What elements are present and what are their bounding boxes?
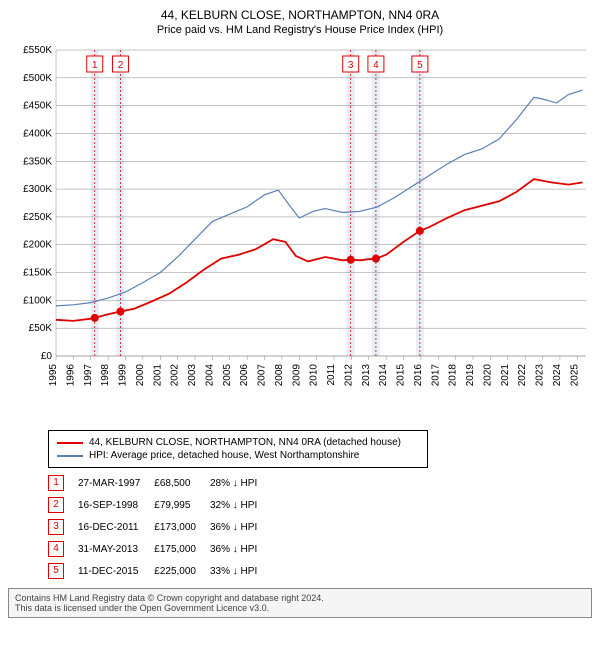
- event-dot: [116, 307, 124, 315]
- x-tick-label: 2001: [152, 364, 163, 387]
- y-tick-label: £100K: [23, 295, 52, 306]
- x-tick-label: 2013: [361, 364, 372, 387]
- event-marker: 4: [48, 541, 64, 557]
- legend-label-hpi: HPI: Average price, detached house, West…: [89, 450, 359, 461]
- y-tick-label: £0: [41, 351, 53, 362]
- x-tick-label: 1997: [83, 364, 94, 387]
- event-price: £225,000: [154, 560, 210, 582]
- event-date: 31-MAY-2013: [78, 538, 154, 560]
- legend-row-property: 44, KELBURN CLOSE, NORTHAMPTON, NN4 0RA …: [57, 437, 419, 448]
- legend-swatch-hpi: [57, 455, 83, 457]
- x-tick-label: 2006: [239, 364, 250, 387]
- x-tick-label: 1996: [65, 364, 76, 387]
- legend-swatch-property: [57, 442, 83, 444]
- x-tick-label: 2004: [204, 364, 215, 387]
- x-tick-label: 2005: [222, 364, 233, 387]
- legend: 44, KELBURN CLOSE, NORTHAMPTON, NN4 0RA …: [48, 430, 428, 468]
- x-tick-label: 2019: [465, 364, 476, 387]
- event-row: 5 11-DEC-2015£225,00033% ↓ HPI: [48, 560, 271, 582]
- event-price: £68,500: [154, 472, 210, 494]
- property-series: [56, 179, 583, 321]
- x-tick-label: 2023: [535, 364, 546, 387]
- event-row: 3 16-DEC-2011£173,00036% ↓ HPI: [48, 516, 271, 538]
- event-row: 2 16-SEP-1998£79,99532% ↓ HPI: [48, 494, 271, 516]
- x-tick-label: 2017: [430, 364, 441, 387]
- event-flag-num: 4: [373, 60, 379, 71]
- x-tick-label: 2018: [448, 364, 459, 387]
- event-delta: 32% ↓ HPI: [210, 494, 271, 516]
- event-delta: 36% ↓ HPI: [210, 538, 271, 560]
- x-tick-label: 2009: [291, 364, 302, 387]
- x-tick-label: 2011: [326, 364, 337, 386]
- y-tick-label: £50K: [29, 323, 53, 334]
- event-flag-num: 3: [348, 60, 354, 71]
- event-flag-num: 1: [92, 60, 98, 71]
- events-table: 1 27-MAR-1997£68,50028% ↓ HPI 2 16-SEP-1998…: [48, 472, 271, 582]
- y-tick-label: £300K: [23, 184, 52, 195]
- x-tick-label: 2012: [343, 364, 354, 387]
- event-delta: 28% ↓ HPI: [210, 472, 271, 494]
- y-tick-label: £400K: [23, 128, 52, 139]
- x-tick-label: 2025: [569, 364, 580, 387]
- event-date: 16-SEP-1998: [78, 494, 154, 516]
- y-tick-label: £200K: [23, 240, 52, 251]
- event-marker: 2: [48, 497, 64, 513]
- page-title: 44, KELBURN CLOSE, NORTHAMPTON, NN4 0RA: [8, 8, 592, 22]
- event-marker: 5: [48, 563, 64, 579]
- event-row: 1 27-MAR-1997£68,50028% ↓ HPI: [48, 472, 271, 494]
- y-tick-label: £150K: [23, 268, 52, 279]
- event-row: 4 31-MAY-2013£175,00036% ↓ HPI: [48, 538, 271, 560]
- x-tick-label: 1998: [100, 364, 111, 387]
- x-tick-label: 2000: [135, 364, 146, 387]
- event-dot: [372, 255, 380, 263]
- y-tick-label: £550K: [23, 45, 52, 56]
- footnote-line1: Contains HM Land Registry data © Crown c…: [15, 593, 324, 603]
- legend-label-property: 44, KELBURN CLOSE, NORTHAMPTON, NN4 0RA …: [89, 437, 401, 448]
- event-flag-num: 5: [417, 60, 423, 71]
- event-marker: 1: [48, 475, 64, 491]
- event-date: 16-DEC-2011: [78, 516, 154, 538]
- footnote-line2: This data is licensed under the Open Gov…: [15, 603, 269, 613]
- event-date: 27-MAR-1997: [78, 472, 154, 494]
- event-marker: 3: [48, 519, 64, 535]
- event-dot: [347, 256, 355, 264]
- event-delta: 36% ↓ HPI: [210, 516, 271, 538]
- legend-row-hpi: HPI: Average price, detached house, West…: [57, 450, 419, 461]
- event-flag-num: 2: [118, 60, 124, 71]
- y-tick-label: £250K: [23, 212, 52, 223]
- event-dot: [91, 314, 99, 322]
- x-tick-label: 1995: [48, 364, 59, 387]
- x-tick-label: 2003: [187, 364, 198, 387]
- x-tick-label: 2022: [517, 364, 528, 387]
- x-tick-label: 2020: [482, 364, 493, 387]
- event-price: £79,995: [154, 494, 210, 516]
- y-tick-label: £450K: [23, 101, 52, 112]
- x-tick-label: 2015: [396, 364, 407, 387]
- x-tick-label: 2016: [413, 364, 424, 387]
- price-chart: £0 £50K £100K £150K £200K £250K £300K £350K £400…: [8, 44, 592, 424]
- footnote: Contains HM Land Registry data © Crown c…: [8, 588, 592, 618]
- event-delta: 33% ↓ HPI: [210, 560, 271, 582]
- x-tick-label: 2008: [274, 364, 285, 387]
- x-tick-label: 2007: [257, 364, 268, 387]
- chart-svg: £0 £50K £100K £150K £200K £250K £300K £350K £400…: [8, 44, 592, 424]
- event-date: 11-DEC-2015: [78, 560, 154, 582]
- y-tick-label: £350K: [23, 156, 52, 167]
- event-price: £175,000: [154, 538, 210, 560]
- event-dot: [416, 227, 424, 235]
- x-tick-label: 2002: [170, 364, 181, 387]
- x-tick-label: 2021: [500, 364, 511, 387]
- page-subtitle: Price paid vs. HM Land Registry's House …: [8, 24, 592, 36]
- event-price: £173,000: [154, 516, 210, 538]
- x-tick-label: 2010: [309, 364, 320, 387]
- y-tick-label: £500K: [23, 73, 52, 84]
- x-tick-label: 2014: [378, 364, 389, 387]
- x-tick-label: 2024: [552, 364, 563, 387]
- x-tick-label: 1999: [118, 364, 129, 387]
